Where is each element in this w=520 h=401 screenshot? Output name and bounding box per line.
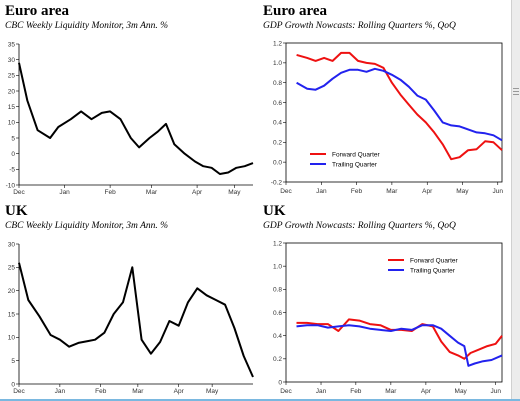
y-tick-label: 15 [8, 311, 16, 318]
y-tick-label: 1.2 [273, 40, 282, 47]
euro-gdp-panel: Euro area GDP Growth Nowcasts: Rolling Q… [258, 0, 516, 200]
euro-gdp-chart: -0.2 0.0 0.2 0.4 0.6 0.8 1.0 1.2 Dec Jan Feb Mar Apr… [271, 40, 504, 195]
x-tick-label: Apr [174, 388, 185, 395]
chart-subtitle: GDP Growth Nowcasts: Rolling Quarters %,… [263, 221, 456, 231]
plot-frame [285, 42, 503, 183]
chart-subtitle: CBC Weekly Liquidity Monitor, 3m Ann. % [5, 221, 169, 231]
x-tick-label: Feb [105, 189, 117, 196]
y-tick-label: 1.2 [273, 240, 282, 247]
x-tick-label: Mar [132, 388, 144, 395]
x-tick-label: Jan [316, 388, 327, 395]
plot-frame [285, 242, 503, 383]
series-line-trailing-quarter [296, 67, 503, 142]
y-tick-label: 0.2 [273, 140, 282, 147]
y-tick-label: 10 [8, 335, 16, 342]
y-tick-label: -0.2 [271, 179, 283, 186]
series-line-forward-quarter [296, 51, 503, 161]
x-tick-label: May [228, 189, 241, 196]
y-tick-label: 35 [8, 41, 16, 48]
x-tick-label: Jan [59, 189, 70, 196]
x-tick-label: May [456, 188, 469, 195]
chart-title: Euro area [5, 3, 70, 19]
chart-subtitle: CBC Weekly Liquidity Monitor, 3m Ann. % [5, 21, 169, 31]
vertical-scrollbar[interactable] [511, 0, 520, 401]
y-tick-label: 1.0 [273, 263, 282, 270]
y-tick-label: 5 [11, 358, 15, 365]
x-tick-label: Mar [385, 388, 397, 395]
y-tick-label: 0.6 [273, 100, 282, 107]
x-tick-label: Feb [350, 388, 362, 395]
x-tick-label: Dec [280, 388, 292, 395]
y-tick-label: 5 [11, 135, 15, 142]
legend-label: Trailing Quarter [332, 161, 378, 168]
uk-gdp-panel: UK GDP Growth Nowcasts: Rolling Quarters… [258, 200, 516, 400]
y-tick-label: 0 [278, 379, 282, 386]
x-tick-label: Dec [280, 188, 292, 195]
x-tick-label: Apr [421, 388, 432, 395]
y-tick-label: 10 [8, 120, 16, 127]
x-tick-label: Jun [493, 188, 504, 195]
y-tick-label: 20 [8, 288, 16, 295]
chart-title: UK [5, 203, 28, 219]
y-tick-label: 30 [8, 241, 16, 248]
uk-liquidity-panel: UK CBC Weekly Liquidity Monitor, 3m Ann.… [0, 200, 258, 400]
series-line-forward-quarter [296, 318, 503, 360]
x-tick-label: Mar [386, 188, 398, 195]
uk-gdp-chart: 0 0.2 0.4 0.6 0.8 1.0 1.2 Dec Jan Feb Mar Apr May Jun… [273, 240, 503, 395]
x-tick-label: Dec [13, 189, 25, 196]
y-tick-label: 1.0 [273, 60, 282, 67]
y-tick-label: 0 [11, 381, 15, 388]
euro-liquidity-chart: -10 -5 0 5 10 15 20 25 30 35 Dec Jan Feb Mar Apr May [6, 41, 254, 196]
y-tick-label: 15 [8, 104, 16, 111]
x-tick-label: Apr [422, 188, 433, 195]
y-tick-label: 0.4 [273, 120, 282, 127]
x-tick-label: Feb [351, 188, 363, 195]
y-tick-label: 0 [11, 151, 15, 158]
y-tick-label: 25 [8, 73, 16, 80]
y-tick-label: 25 [8, 265, 16, 272]
x-tick-label: Apr [192, 189, 203, 196]
chart-title: UK [263, 203, 286, 219]
y-tick-label: 0.0 [273, 159, 282, 166]
x-tick-label: Dec [13, 388, 25, 395]
legend-label: Forward Quarter [410, 257, 459, 264]
x-tick-label: Mar [146, 189, 158, 196]
series-line-0 [18, 62, 254, 175]
uk-liquidity-chart: 0 5 10 15 20 25 30 Dec Jan Feb Mar Apr May [8, 241, 254, 395]
x-tick-label: Jun [490, 388, 501, 395]
chart-subtitle: GDP Growth Nowcasts: Rolling Quarters %,… [263, 21, 456, 31]
y-tick-label: 20 [8, 88, 16, 95]
euro-liquidity-panel: Euro area CBC Weekly Liquidity Monitor, … [0, 0, 258, 200]
y-tick-label: -10 [6, 182, 16, 189]
x-tick-label: May [455, 388, 468, 395]
y-tick-label: 0.2 [273, 356, 282, 363]
x-tick-label: Feb [95, 388, 107, 395]
y-tick-label: 0.8 [273, 80, 282, 87]
x-tick-label: Jan [316, 188, 327, 195]
series-line-trailing-quarter [296, 324, 503, 367]
window-bottom-border [0, 399, 520, 401]
chart-title: Euro area [263, 3, 328, 19]
y-tick-label: 0.6 [273, 310, 282, 317]
x-tick-label: Jan [55, 388, 66, 395]
scrollbar-grip-icon[interactable] [513, 88, 519, 100]
y-tick-label: 0.8 [273, 287, 282, 294]
y-tick-label: 30 [8, 57, 16, 64]
legend-label: Forward Quarter [332, 151, 381, 158]
legend-label: Trailing Quarter [410, 267, 456, 274]
series-line-0 [18, 262, 254, 378]
y-tick-label: 0.4 [273, 333, 282, 340]
x-tick-label: May [206, 388, 219, 395]
y-tick-label: -5 [9, 167, 15, 174]
